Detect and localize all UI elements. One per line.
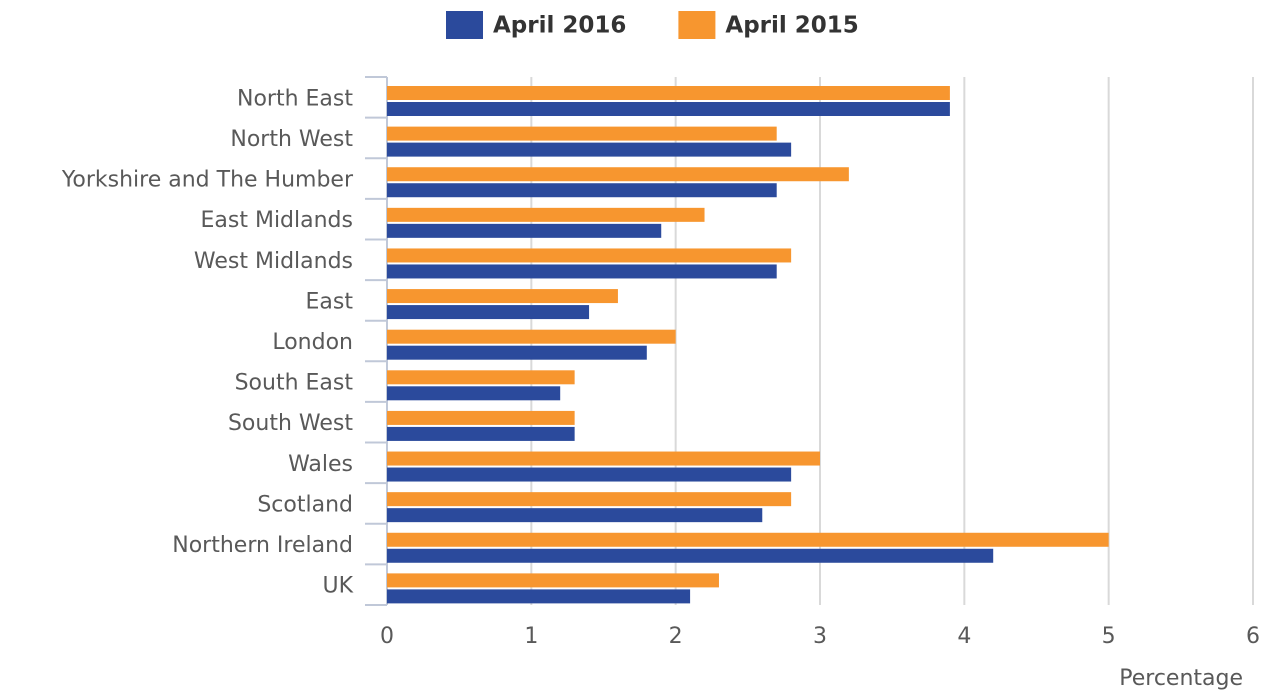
- bar: [387, 248, 792, 263]
- bar: [387, 142, 792, 157]
- y-tick-label: Wales: [288, 452, 353, 477]
- bar: [387, 126, 777, 141]
- bar: [387, 345, 647, 360]
- bar: [387, 573, 719, 588]
- x-axis-title: Percentage: [1119, 666, 1243, 691]
- bar: [387, 223, 662, 238]
- y-tick-label: London: [272, 330, 353, 355]
- legend-label: April 2016: [493, 13, 626, 39]
- y-tick-label: North East: [237, 86, 353, 111]
- x-tick-label: 0: [380, 624, 394, 649]
- bar: [387, 426, 575, 441]
- x-tick-label: 6: [1246, 624, 1260, 649]
- y-tick-label: West Midlands: [194, 249, 353, 274]
- bar: [387, 207, 705, 222]
- y-tick-label: South East: [235, 371, 354, 396]
- bar: [387, 305, 590, 320]
- y-tick-label: Northern Ireland: [172, 533, 353, 558]
- bar: [387, 532, 1109, 547]
- bar: [387, 451, 820, 466]
- legend-swatch: [678, 11, 716, 39]
- bar: [387, 183, 777, 198]
- legend-label: April 2015: [725, 13, 858, 39]
- bar: [387, 467, 792, 482]
- bar: [387, 548, 994, 563]
- bar: [387, 508, 763, 523]
- bar: [387, 370, 575, 385]
- y-tick-label: South West: [228, 411, 353, 436]
- y-tick-label: East: [306, 289, 354, 314]
- x-tick-label: 1: [524, 624, 538, 649]
- bar: [387, 386, 561, 401]
- y-tick-label: East Midlands: [201, 208, 354, 233]
- y-tick-label: North West: [230, 127, 353, 152]
- x-tick-label: 4: [957, 624, 971, 649]
- y-tick-label: Yorkshire and The Humber: [61, 168, 354, 193]
- y-tick-label: UK: [322, 574, 353, 599]
- y-tick-label: Scotland: [257, 492, 353, 517]
- bar: [387, 492, 792, 507]
- bar: [387, 410, 575, 425]
- bar: [387, 329, 676, 344]
- x-tick-label: 3: [813, 624, 827, 649]
- bar: [387, 264, 777, 279]
- x-tick-label: 5: [1102, 624, 1116, 649]
- bar: [387, 289, 618, 304]
- bar: [387, 167, 849, 182]
- x-tick-label: 2: [669, 624, 683, 649]
- bar: [387, 86, 950, 100]
- legend-swatch: [446, 11, 483, 39]
- bar: [387, 102, 950, 116]
- bar: [387, 589, 691, 604]
